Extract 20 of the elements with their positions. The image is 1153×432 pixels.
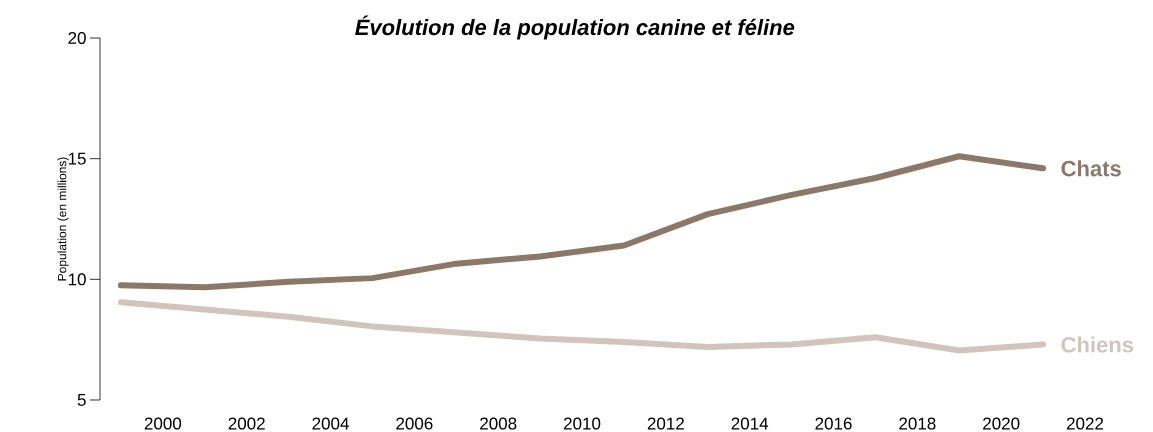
x-tick-label: 2002 xyxy=(228,417,265,430)
chart-title: Évolution de la population canine et féline xyxy=(355,15,795,40)
x-tick-label: 2000 xyxy=(144,417,182,430)
x-tick-label: 2010 xyxy=(563,417,601,430)
x-tick-label: 2006 xyxy=(396,417,433,430)
y-tick-label: 10 xyxy=(68,273,86,286)
y-tick-label: 20 xyxy=(68,31,86,45)
x-tick-label: 2012 xyxy=(647,417,684,430)
y-tick-label: 15 xyxy=(68,152,86,165)
series-label: Chiens xyxy=(1061,336,1134,353)
x-tick-label: 2018 xyxy=(899,417,936,430)
x-tick-label: 2020 xyxy=(983,417,1020,430)
y-tick-label: 5 xyxy=(77,394,86,406)
x-tick-label: 2014 xyxy=(731,417,769,430)
y-axis-title: Population (en millions) xyxy=(57,157,69,281)
x-tick-label: 2016 xyxy=(815,417,852,430)
x-tick-label: 2004 xyxy=(312,417,349,430)
x-tick-label: 2008 xyxy=(480,417,517,430)
series-label: Chats xyxy=(1061,160,1121,177)
x-tick-label: 2022 xyxy=(1066,417,1104,430)
